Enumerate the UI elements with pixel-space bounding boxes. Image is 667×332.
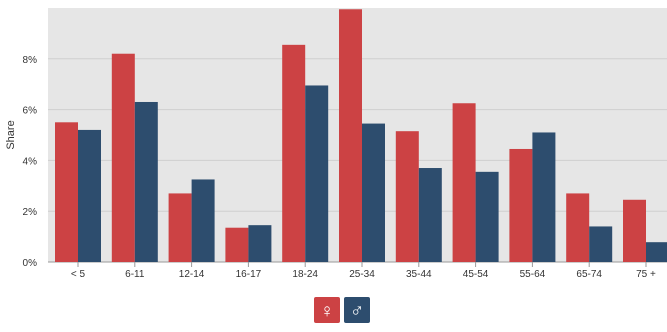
x-tick-label: 35-44: [406, 269, 432, 280]
female-bar-5: [339, 9, 362, 262]
y-tick-label: 4%: [23, 156, 38, 167]
y-axis-ticks: 0% 2% 4% 6% 8%: [23, 55, 38, 269]
x-tick-label: 18-24: [292, 269, 318, 280]
female-symbol-icon: ♀: [320, 301, 334, 322]
x-tick-label: 55-64: [520, 269, 546, 280]
female-bar-9: [566, 193, 590, 262]
male-bar-6: [418, 168, 442, 262]
x-tick-label: 75 +: [636, 269, 656, 280]
male-symbol-glyph: ♂: [350, 301, 364, 322]
x-tick-label: < 5: [71, 269, 86, 280]
x-tick-label: 12-14: [179, 269, 205, 280]
x-tick-label: 25-34: [349, 269, 375, 280]
male-bar-4: [305, 85, 329, 262]
female-bar-0: [55, 122, 78, 262]
female-symbol-glyph: ♀: [320, 301, 334, 322]
male-bar-10: [646, 242, 667, 262]
female-bar-3: [225, 227, 249, 262]
female-bar-10: [623, 199, 646, 262]
female-bar-4: [282, 44, 306, 262]
male-bar-2: [191, 179, 215, 262]
y-tick-label: 0%: [23, 258, 38, 269]
male-bar-0: [78, 129, 101, 262]
y-axis-title: Share: [5, 120, 17, 149]
female-bar-8: [509, 148, 533, 262]
female-bar-7: [452, 103, 476, 262]
male-bar-8: [532, 132, 556, 262]
male-bar-7: [475, 171, 499, 262]
male-bar-1: [134, 101, 158, 262]
bars: [55, 9, 667, 262]
y-tick-label: 6%: [23, 106, 38, 117]
female-bar-6: [395, 131, 419, 262]
x-tick-label: 45-54: [463, 269, 489, 280]
x-tick-label: 6-11: [125, 269, 145, 280]
female-bar-1: [111, 53, 135, 262]
y-tick-label: 2%: [23, 207, 38, 218]
x-tick-label: 16-17: [236, 269, 262, 280]
x-tick-label: 65-74: [576, 269, 602, 280]
male-bar-3: [248, 225, 272, 262]
legend-female-toggle[interactable]: ♀: [314, 297, 340, 323]
female-bar-2: [168, 193, 192, 262]
x-axis-ticks: < 5 6-11 12-14 16-17 18-24 25-34 35-44 45-54 55-…: [71, 262, 656, 280]
male-bar-9: [589, 226, 613, 262]
male-bar-5: [362, 123, 385, 262]
y-tick-label: 8%: [23, 55, 38, 66]
legend-male-toggle[interactable]: ♂: [344, 297, 370, 323]
male-symbol-icon: ♂: [350, 301, 364, 322]
legend: ♀ ♂: [314, 297, 370, 323]
